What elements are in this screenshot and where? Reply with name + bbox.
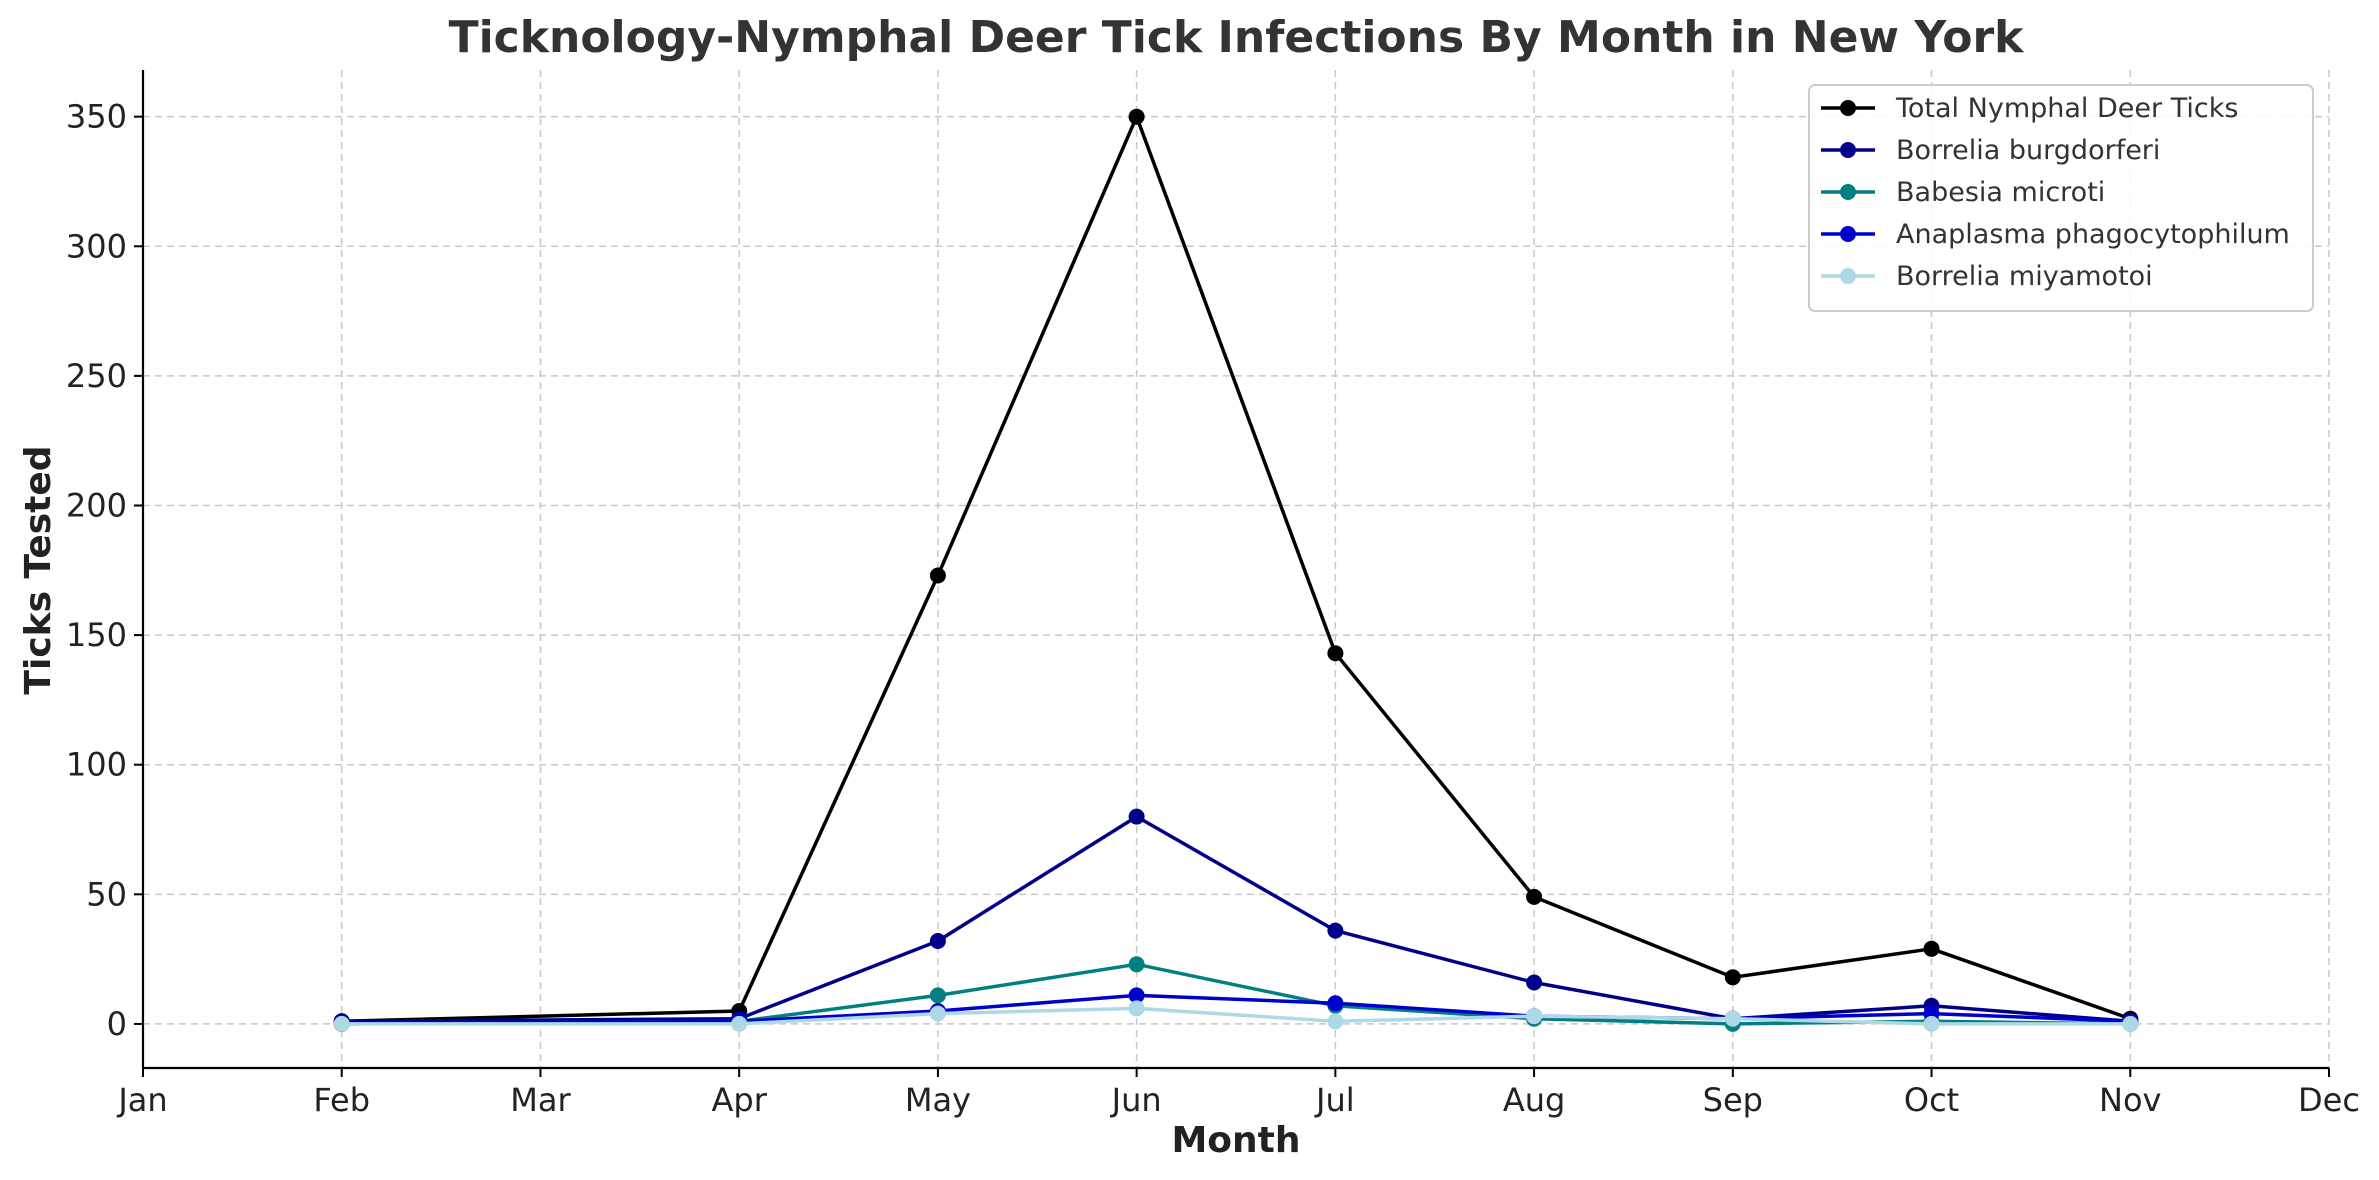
legend-item-babesia-microti: Babesia microti — [1821, 177, 2105, 208]
x-tick-label-jan: Jan — [116, 1081, 167, 1119]
legend-item-anaplasma-phagocytophilum: Anaplasma phagocytophilum — [1821, 219, 2290, 250]
data-point-total-nymphal-deer-ticks-jun — [1128, 108, 1145, 125]
data-point-borrelia-burgdorferi-may — [929, 933, 946, 949]
x-tick-label-jul: Jul — [1314, 1081, 1355, 1119]
series-layer — [333, 108, 2139, 1032]
legend-label: Total Nymphal Deer Ticks — [1895, 93, 2238, 124]
legend-swatch-marker — [1840, 268, 1856, 284]
y-tick-label-200: 200 — [66, 486, 127, 524]
series-borrelia-burgdorferi — [333, 808, 2139, 1030]
data-point-babesia-microti-may — [929, 987, 946, 1004]
data-point-anaplasma-phagocytophilum-jul — [1327, 995, 1344, 1012]
data-point-borrelia-burgdorferi-aug — [1526, 974, 1543, 991]
legend-item-total-nymphal-deer-ticks: Total Nymphal Deer Ticks — [1821, 93, 2238, 124]
legend-label: Borrelia miyamotoi — [1896, 261, 2153, 292]
x-tick-label-dec: Dec — [2298, 1081, 2360, 1119]
x-tick-label-aug: Aug — [1503, 1081, 1565, 1119]
chart-title: Ticknology-Nymphal Deer Tick Infections … — [449, 12, 2026, 63]
y-tick-label-100: 100 — [66, 746, 127, 784]
legend-swatch-marker — [1840, 100, 1856, 116]
y-tick-label-350: 350 — [66, 98, 127, 136]
x-tick-label-nov: Nov — [2099, 1081, 2161, 1119]
y-tick-label-150: 150 — [66, 616, 127, 654]
legend-label: Babesia microti — [1896, 177, 2105, 208]
data-point-borrelia-miyamotoi-oct — [1923, 1015, 1940, 1032]
x-tick-label-jun: Jun — [1110, 1081, 1162, 1119]
data-point-borrelia-miyamotoi-apr — [731, 1015, 748, 1032]
data-point-borrelia-miyamotoi-aug — [1526, 1008, 1543, 1025]
x-tick-label-mar: Mar — [510, 1081, 571, 1119]
data-point-borrelia-miyamotoi-may — [929, 1005, 946, 1022]
legend-swatch-marker — [1840, 226, 1856, 242]
y-tick-label-50: 50 — [86, 875, 127, 913]
x-tick-label-sep: Sep — [1703, 1081, 1763, 1119]
legend-swatch-marker — [1840, 142, 1856, 158]
legend-label: Anaplasma phagocytophilum — [1896, 219, 2290, 250]
data-point-borrelia-miyamotoi-feb — [333, 1015, 350, 1032]
y-tick-label-300: 300 — [66, 227, 127, 265]
data-point-borrelia-burgdorferi-jul — [1327, 922, 1344, 939]
data-point-total-nymphal-deer-ticks-sep — [1724, 969, 1741, 986]
y-axis-label: Ticks Tested — [18, 445, 59, 694]
y-tick-label-0: 0 — [107, 1005, 127, 1043]
data-point-total-nymphal-deer-ticks-jul — [1327, 645, 1344, 662]
legend-label: Borrelia burgdorferi — [1896, 135, 2160, 166]
data-point-total-nymphal-deer-ticks-aug — [1526, 888, 1543, 905]
legend: Total Nymphal Deer Ticks Borrelia burgdor… — [1808, 84, 2314, 312]
x-tick-label-oct: Oct — [1904, 1081, 1959, 1119]
data-point-anaplasma-phagocytophilum-jun — [1128, 987, 1145, 1004]
x-tick-label-apr: Apr — [712, 1081, 768, 1119]
legend-item-borrelia-miyamotoi: Borrelia miyamotoi — [1821, 261, 2153, 292]
x-axis-label: Month — [1171, 1120, 1300, 1161]
data-point-borrelia-burgdorferi-jun — [1128, 808, 1145, 825]
y-tick-label-250: 250 — [66, 357, 127, 395]
data-point-borrelia-miyamotoi-nov — [2122, 1015, 2139, 1032]
series-borrelia-miyamotoi — [333, 1000, 2139, 1032]
legend-box — [1808, 84, 2314, 312]
series-line-borrelia-burgdorferi — [341, 814, 2131, 1024]
x-tick-label-feb: Feb — [313, 1081, 370, 1119]
legend-item-borrelia-burgdorferi: Borrelia burgdorferi — [1821, 135, 2160, 166]
data-point-total-nymphal-deer-ticks-may — [929, 567, 946, 584]
legend-swatch-marker — [1840, 184, 1856, 200]
axes-layer: Jan Feb Mar Apr May Jun Jul Aug Sep Oct Nov Dec 0 50 1… — [66, 70, 2360, 1119]
data-point-babesia-microti-jun — [1128, 956, 1145, 973]
data-point-borrelia-miyamotoi-jun — [1128, 1000, 1145, 1017]
data-point-borrelia-miyamotoi-jul — [1327, 1013, 1344, 1030]
data-point-total-nymphal-deer-ticks-oct — [1923, 940, 1940, 957]
x-tick-label-may: May — [905, 1081, 971, 1119]
data-point-borrelia-miyamotoi-sep — [1724, 1010, 1741, 1027]
